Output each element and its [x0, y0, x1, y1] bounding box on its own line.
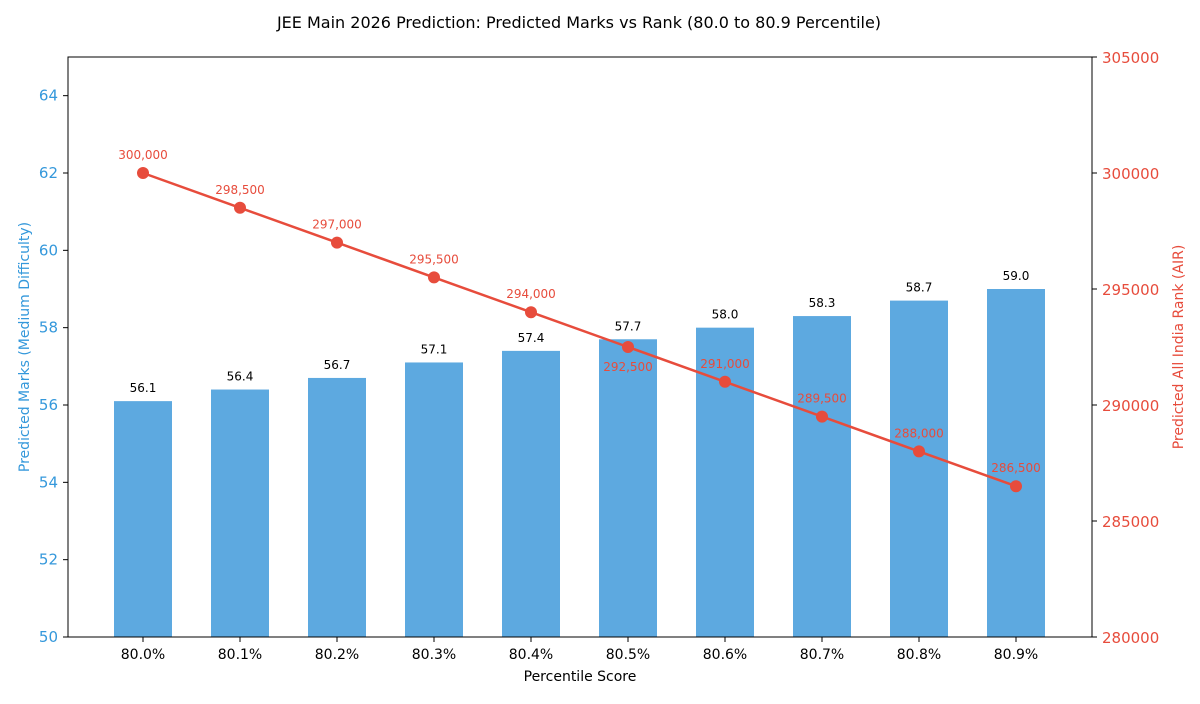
bar-label: 56.7	[324, 358, 351, 372]
rank-line	[142, 171, 1017, 488]
rank-point	[428, 271, 440, 284]
bar-label: 57.1	[421, 342, 448, 356]
bar-label: 56.1	[130, 381, 157, 395]
x-tick-label: 80.2%	[315, 647, 359, 663]
bar-label: 58.3	[809, 296, 836, 310]
rank-label: 292,500	[603, 360, 653, 374]
x-tick-label: 80.4%	[509, 647, 553, 663]
rank-point	[719, 375, 731, 388]
rank-point	[1010, 480, 1022, 493]
x-tick-label: 80.0%	[121, 647, 165, 663]
rank-point	[622, 341, 634, 353]
rank-label: 289,500	[797, 392, 847, 406]
y-left-tick-label: 50	[39, 628, 58, 646]
y-left-tick-label: 56	[39, 396, 58, 414]
rank-label: 298,500	[215, 183, 265, 197]
bar	[308, 377, 366, 637]
y-left-tick-label: 60	[39, 241, 58, 259]
bar	[211, 389, 269, 637]
rank-point	[137, 167, 149, 179]
y-right-tick-label: 295000	[1102, 281, 1159, 299]
bar-label: 57.7	[615, 319, 642, 333]
y-left-tick-label: 54	[39, 473, 58, 491]
rank-point	[816, 410, 828, 423]
bar-label: 57.4	[518, 331, 545, 345]
x-tick-label: 80.8%	[897, 647, 941, 663]
bar	[599, 339, 657, 637]
x-tick-label: 80.1%	[218, 647, 262, 663]
bar-label: 58.7	[906, 281, 933, 295]
x-tick-label: 80.3%	[412, 647, 456, 663]
bar-label: 59.0	[1003, 269, 1030, 283]
y-left-tick-label: 58	[39, 319, 58, 337]
bar	[114, 401, 172, 637]
y-right-tick-label: 305000	[1102, 49, 1159, 67]
bar	[502, 350, 560, 637]
x-tick-label: 80.7%	[800, 647, 844, 663]
x-tick-label: 80.9%	[994, 647, 1038, 663]
x-tick-label: 80.5%	[606, 647, 650, 663]
rank-point	[234, 201, 246, 214]
rank-label: 297,000	[312, 218, 362, 232]
y-right-tick-label: 300000	[1102, 165, 1159, 183]
rank-label: 295,500	[409, 252, 459, 266]
rank-label: 294,000	[506, 287, 556, 301]
rank-label: 288,000	[894, 426, 944, 440]
bar-label: 58.0	[712, 308, 739, 322]
y-axis-left-label: Predicted Marks (Medium Difficulty)	[17, 222, 33, 472]
y-right-tick-label: 285000	[1102, 513, 1159, 531]
bar	[405, 362, 463, 637]
x-axis-label: Percentile Score	[524, 669, 637, 685]
rank-label: 286,500	[991, 461, 1041, 475]
x-tick-label: 80.6%	[703, 647, 747, 663]
y-left-tick-label: 52	[39, 551, 58, 569]
rank-point	[331, 236, 343, 249]
y-left-tick-label: 64	[39, 87, 58, 105]
y-left-tick-label: 62	[39, 164, 58, 182]
bar-label: 56.4	[227, 370, 254, 384]
chart-title: JEE Main 2026 Prediction: Predicted Mark…	[276, 13, 881, 32]
y-right-tick-label: 280000	[1102, 629, 1159, 647]
bar	[793, 316, 851, 637]
rank-label: 291,000	[700, 357, 750, 371]
plot-frame	[67, 56, 1093, 638]
rank-label: 300,000	[118, 148, 168, 162]
y-right-tick-label: 290000	[1102, 397, 1159, 415]
rank-point	[913, 445, 925, 458]
bar	[987, 289, 1045, 637]
y-axis-right-label: Predicted All India Rank (AIR)	[1171, 245, 1187, 450]
rank-point	[525, 306, 537, 319]
bar	[890, 300, 948, 637]
